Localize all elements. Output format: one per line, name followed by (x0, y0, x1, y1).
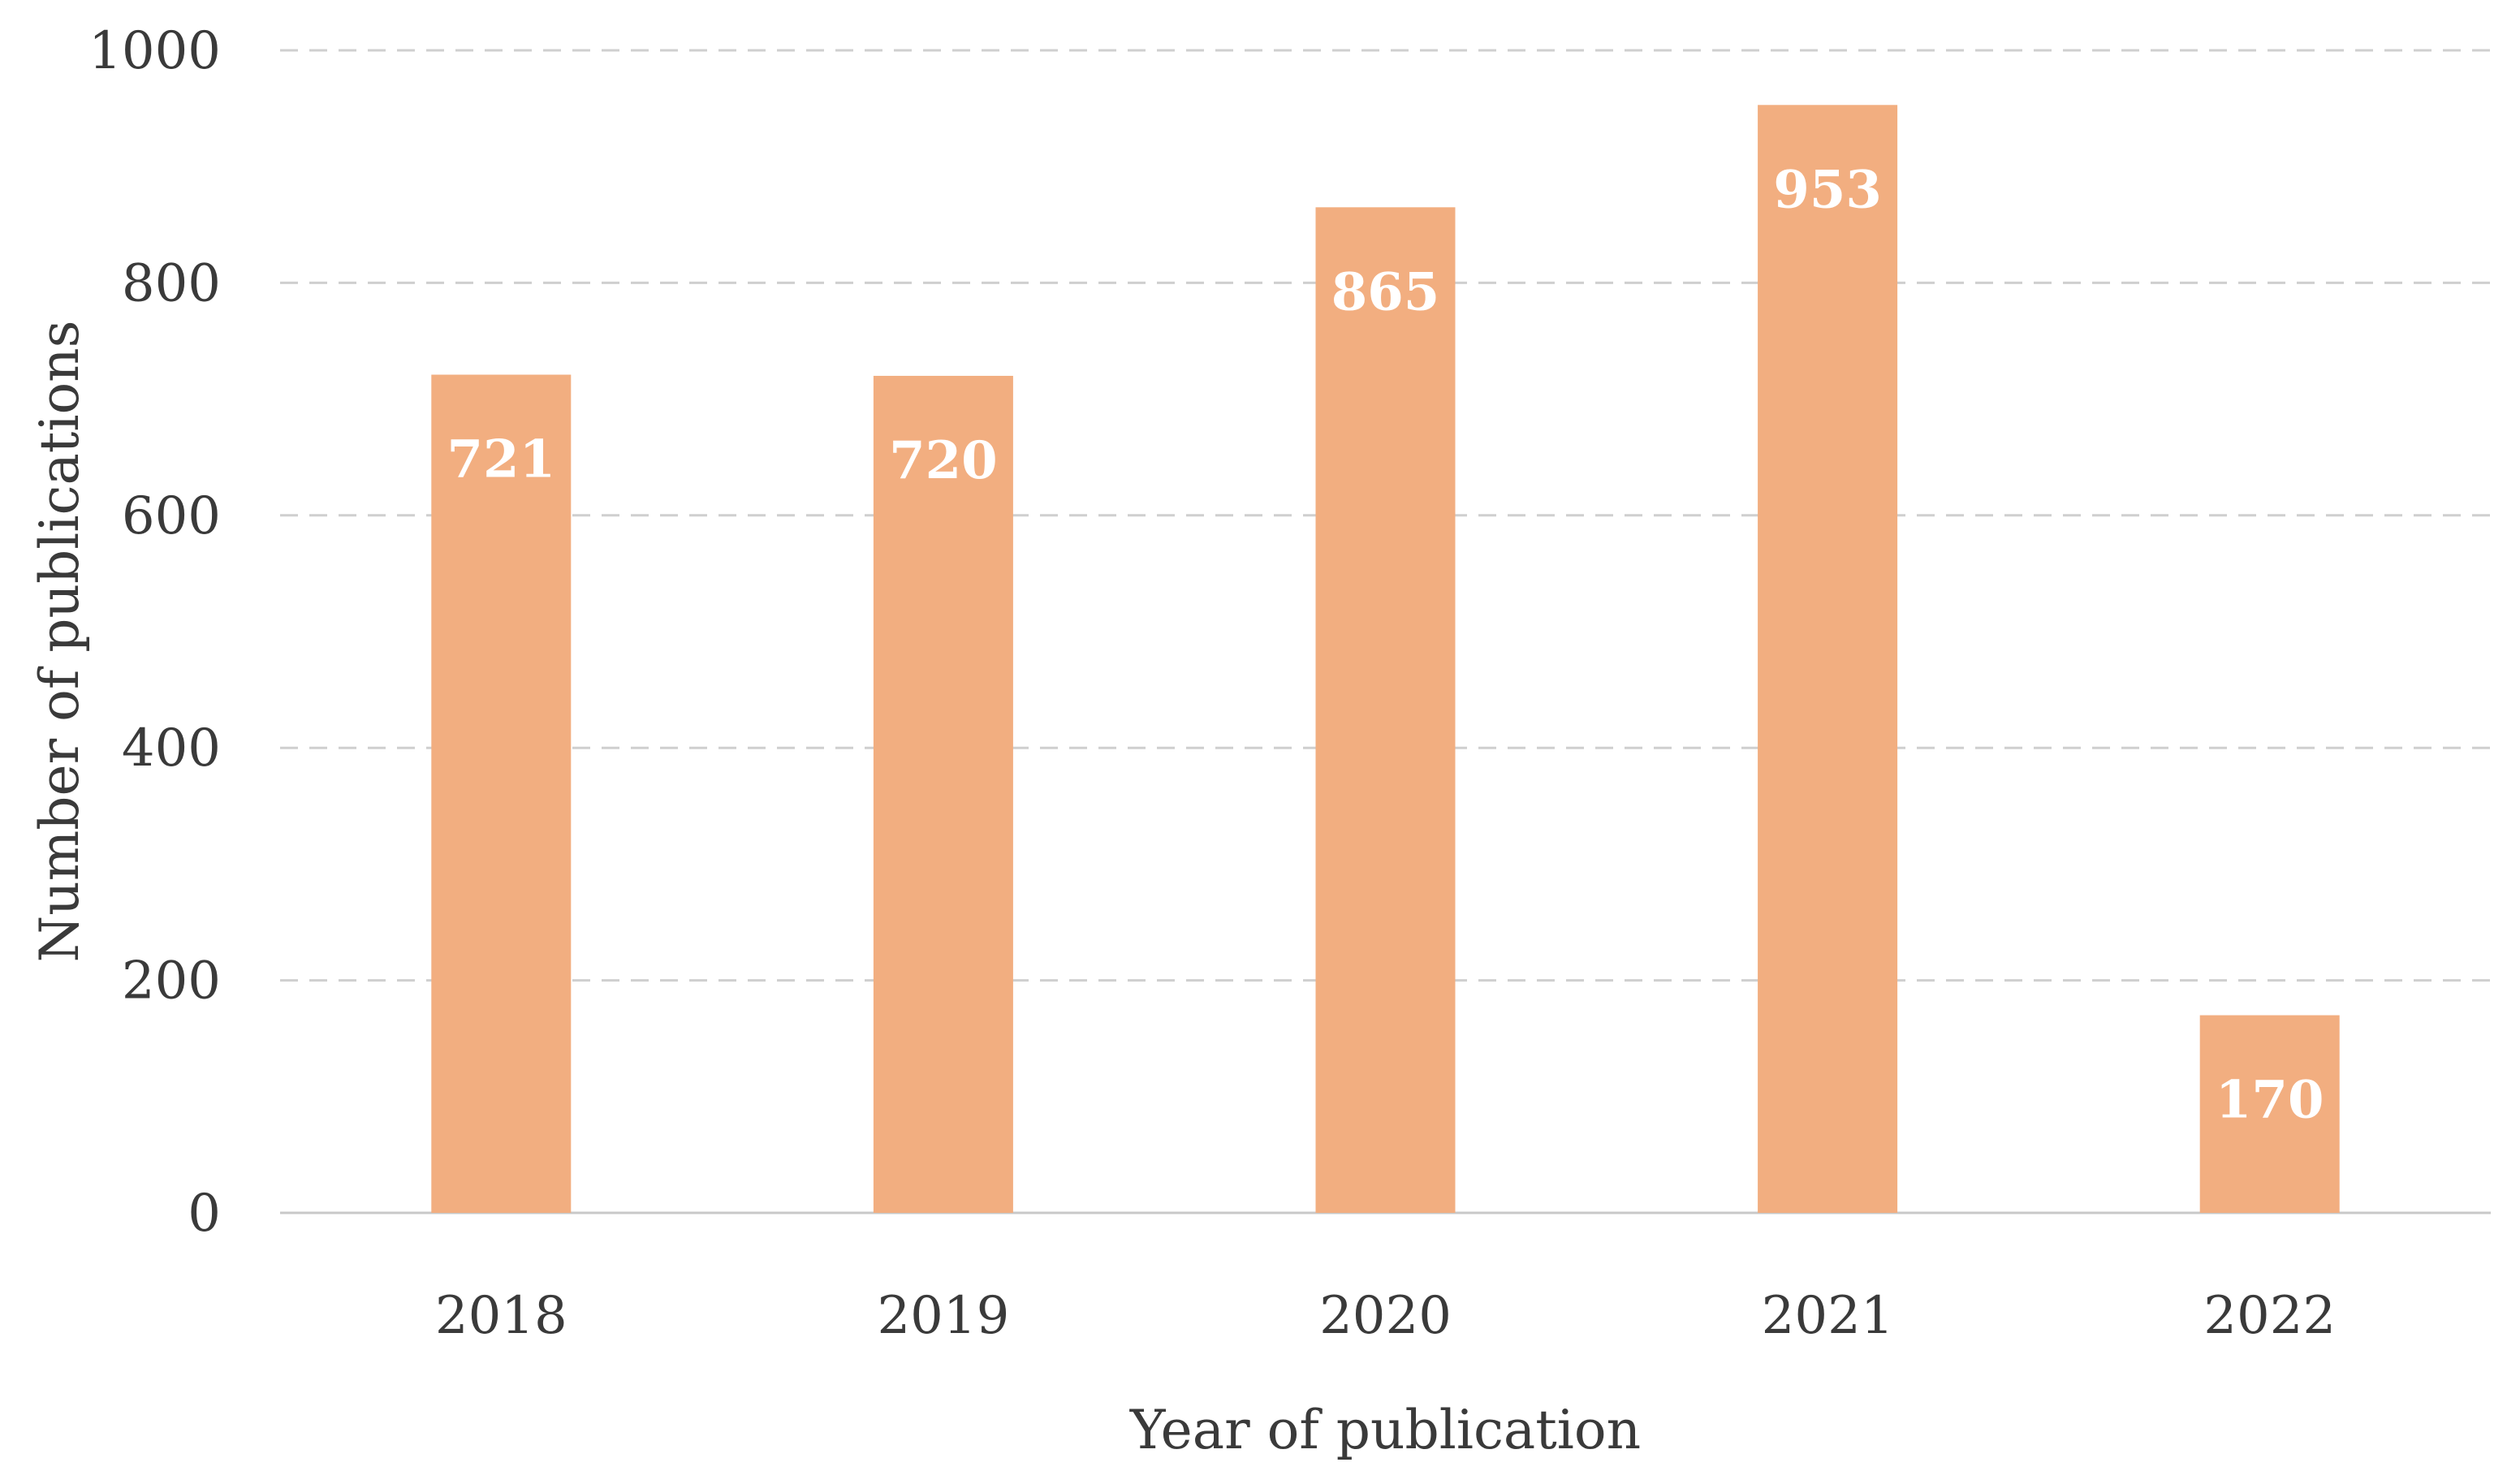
x-tick-label-2018: 2018 (435, 1286, 567, 1346)
data-label-2022: 170 (2216, 1070, 2324, 1131)
bar-2018 (431, 374, 572, 1213)
y-tick-label: 200 (122, 951, 221, 1012)
y-tick-label: 800 (122, 253, 221, 313)
data-label-2021: 953 (1773, 159, 1882, 220)
y-tick-label: 1000 (88, 21, 221, 81)
x-axis-title: Year of publication (1129, 1399, 1641, 1461)
bar-2022 (2199, 1015, 2340, 1213)
x-tick-label-2020: 2020 (1319, 1286, 1452, 1346)
y-tick-label: 400 (122, 718, 221, 779)
y-tick-label: 0 (188, 1184, 221, 1244)
gridlines (280, 49, 2491, 1214)
x-axis-ticks: 2018 2019 2020 2021 2022 (435, 1286, 2336, 1346)
x-tick-label-2022: 2022 (2203, 1286, 2336, 1346)
x-tick-label-2021: 2021 (1762, 1286, 1894, 1346)
bar-2020 (1315, 207, 1456, 1213)
bar-2019 (873, 375, 1013, 1214)
data-label-2019: 720 (889, 430, 998, 491)
y-axis-title: Number of publications (28, 320, 91, 962)
data-label-2018: 721 (447, 429, 556, 490)
x-tick-label-2019: 2019 (877, 1286, 1009, 1346)
y-axis-ticks: 0 200 400 600 800 1000 (88, 21, 221, 1244)
y-tick-label: 600 (122, 486, 221, 546)
bar-2021 (1758, 105, 1898, 1214)
data-label-2020: 865 (1331, 261, 1440, 322)
bars: 721 720 865 953 170 (431, 105, 2340, 1214)
